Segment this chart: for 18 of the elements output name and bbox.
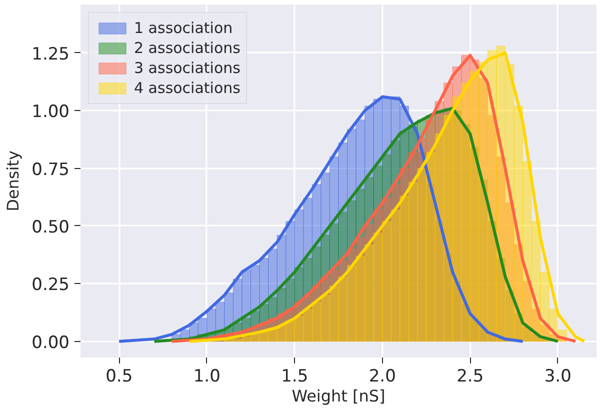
legend-label: 3 associations <box>134 59 240 77</box>
y-tick-label: 1.00 <box>32 102 70 122</box>
x-axis-title: Weight [nS] <box>292 386 386 406</box>
x-tick-label: 1.5 <box>281 366 308 386</box>
y-tick-label: 0.25 <box>32 275 70 296</box>
x-tick-label: 1.0 <box>193 366 220 386</box>
legend-label: 1 association <box>134 19 233 37</box>
x-tick-label: 2.0 <box>368 366 396 386</box>
y-tick-label: 0.50 <box>32 217 70 238</box>
y-tick-label: 1.25 <box>32 44 70 64</box>
legend-label: 4 associations <box>134 79 240 97</box>
legend-label: 2 associations <box>134 39 240 57</box>
y-tick-label: 0.75 <box>32 160 70 180</box>
x-tick-label: 0.5 <box>106 366 133 386</box>
y-axis-title: Density <box>4 150 23 212</box>
x-tick-label: 3.0 <box>544 366 572 386</box>
y-tick-label: 0.00 <box>32 332 70 353</box>
x-tick-label: 2.5 <box>456 366 484 386</box>
